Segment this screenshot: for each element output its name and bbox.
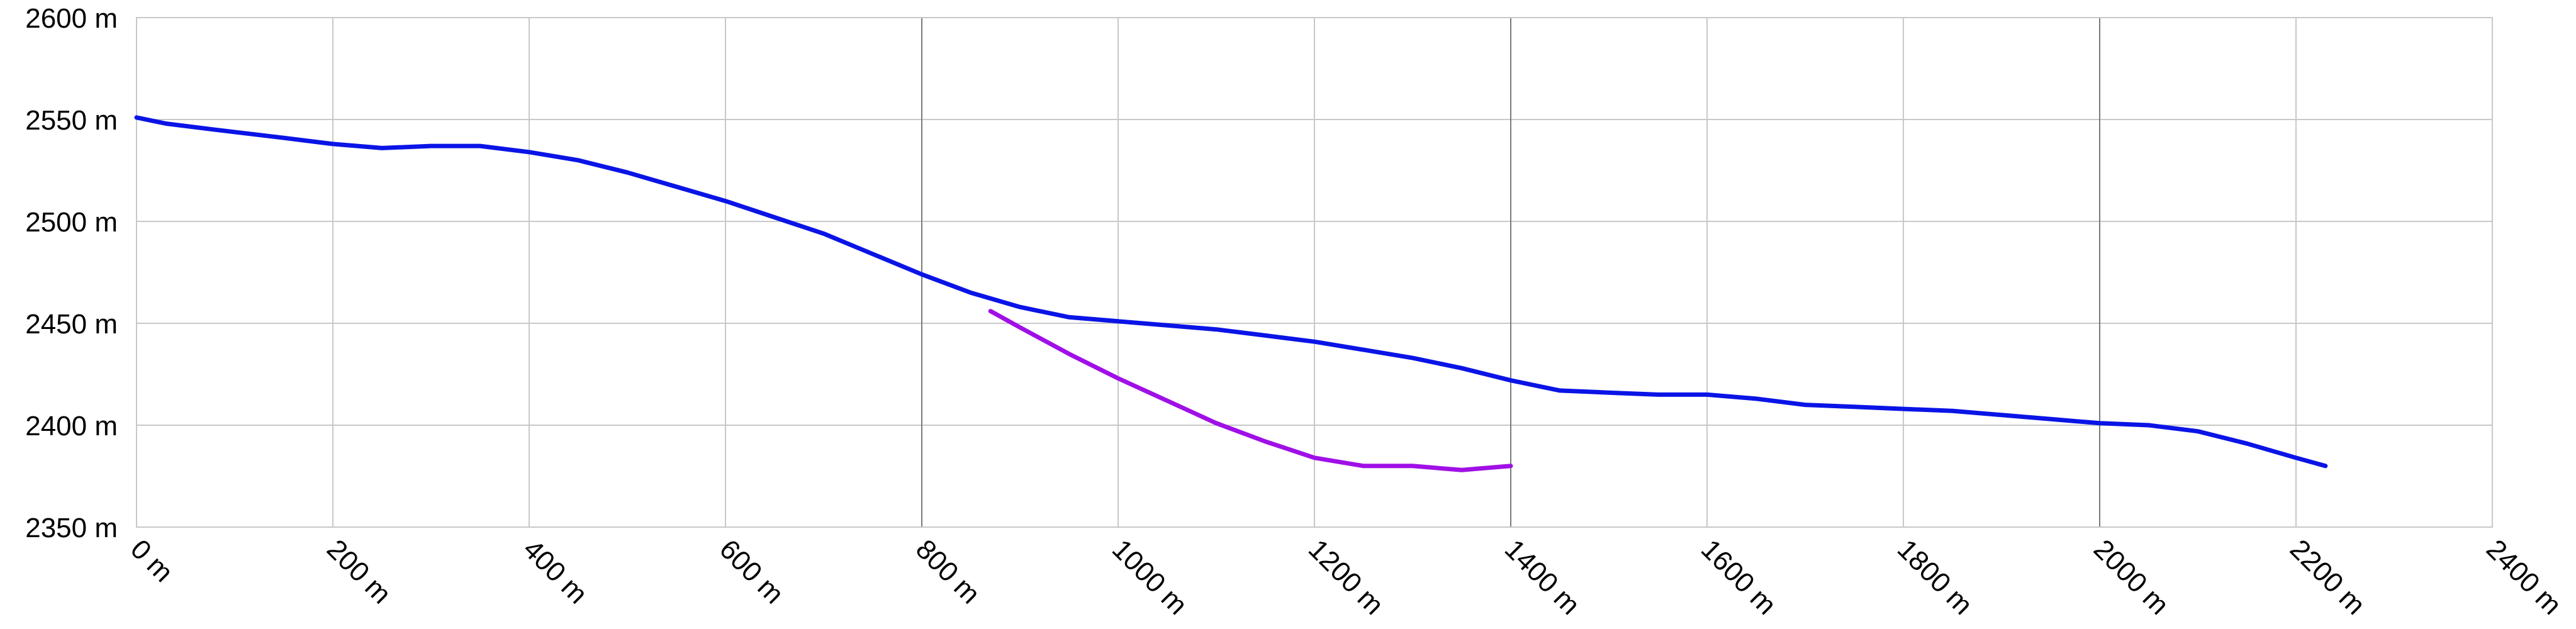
x-tick-label: 600 m bbox=[714, 533, 790, 610]
x-tick-label: 800 m bbox=[910, 533, 986, 610]
y-tick-label: 2600 m bbox=[25, 3, 118, 34]
x-tick-label: 2000 m bbox=[2088, 533, 2175, 620]
y-tick-label: 2450 m bbox=[25, 309, 118, 340]
x-tick-label: 1200 m bbox=[1302, 533, 1389, 620]
y-tick-label: 2350 m bbox=[25, 513, 118, 543]
x-tick-label: 200 m bbox=[321, 533, 397, 610]
x-tick-label: 1600 m bbox=[1695, 533, 1782, 620]
plot-frame bbox=[136, 17, 2493, 528]
x-tick-label: 0 m bbox=[125, 533, 179, 588]
x-tick-label: 400 m bbox=[517, 533, 593, 610]
series-lines bbox=[134, 115, 2328, 472]
y-tick-label: 2500 m bbox=[25, 207, 118, 238]
x-tick-label: 1400 m bbox=[1499, 533, 1586, 620]
x-tick-label: 1000 m bbox=[1106, 533, 1193, 620]
x-tick-label: 1800 m bbox=[1891, 533, 1978, 620]
x-axis-tick-labels: 0 m 200 m 400 m 600 m 800 m 1000 m 1200 m 1400 … bbox=[125, 533, 2567, 620]
grid bbox=[136, 17, 2493, 528]
x-tick-label: 2400 m bbox=[2480, 533, 2567, 620]
y-tick-label: 2550 m bbox=[25, 105, 118, 136]
series-line-1 bbox=[134, 115, 2328, 469]
y-axis-tick-labels: 2350 m 2400 m 2450 m 2500 m 2550 m 2600 m bbox=[25, 3, 118, 543]
x-tick-label: 2200 m bbox=[2284, 533, 2371, 620]
y-tick-label: 2400 m bbox=[25, 411, 118, 442]
series-line-2 bbox=[988, 309, 1513, 472]
